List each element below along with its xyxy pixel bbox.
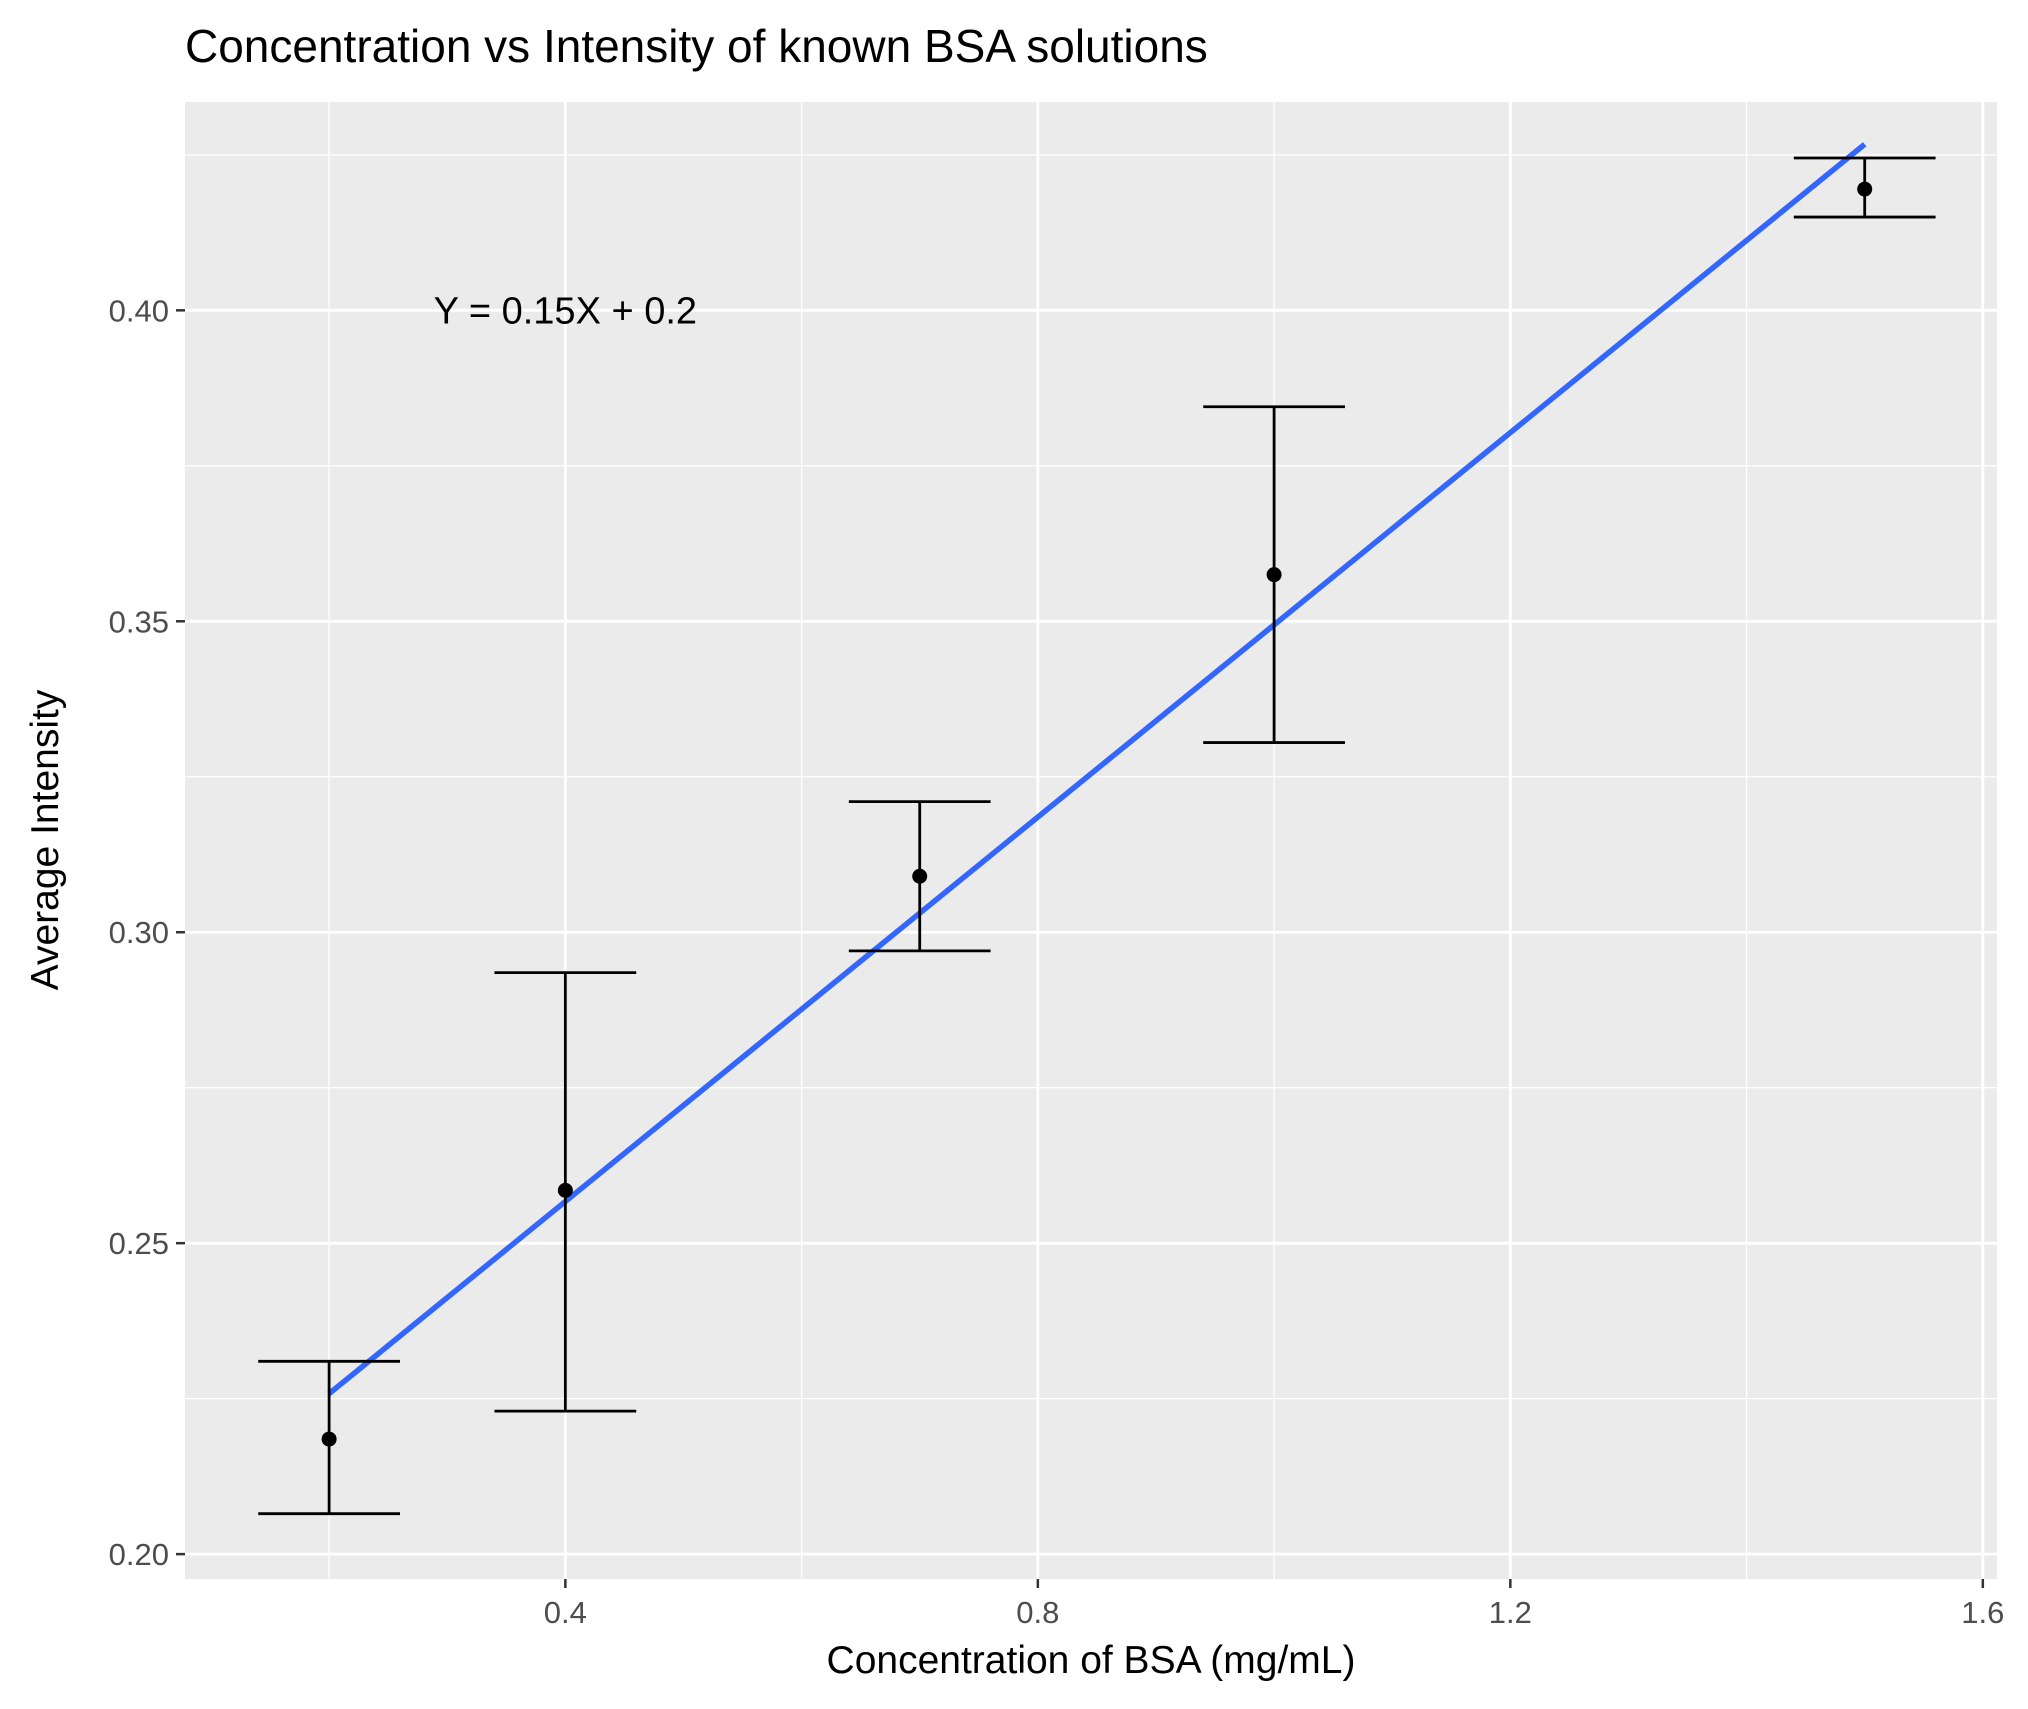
data-points xyxy=(321,181,1873,1447)
y-tick-label: 0.40 xyxy=(109,293,169,328)
x-axis-ticks: 0.4 0.8 1.2 1.6 xyxy=(544,1579,2004,1630)
fit-line-layer xyxy=(327,142,1867,1396)
x-tick-label: 1.6 xyxy=(1961,1595,2004,1630)
y-tick-label: 0.25 xyxy=(109,1226,169,1261)
data-point xyxy=(557,1182,573,1198)
y-tick-label: 0.20 xyxy=(109,1537,169,1572)
y-axis-title: Average Intensity xyxy=(24,689,67,990)
data-point xyxy=(321,1431,337,1447)
fit-equation-annotation: Y = 0.15X + 0.2 xyxy=(434,290,697,332)
plot-panel xyxy=(185,102,1997,1579)
data-point xyxy=(912,868,928,884)
x-axis-title: Concentration of BSA (mg/mL) xyxy=(827,1639,1356,1682)
x-tick-label: 1.2 xyxy=(1489,1595,1532,1630)
y-tick-label: 0.30 xyxy=(109,915,169,950)
minor-gridlines xyxy=(185,102,1997,1579)
x-tick-label: 0.8 xyxy=(1016,1595,1059,1630)
error-bars xyxy=(258,156,1936,1516)
chart-title: Concentration vs Intensity of known BSA … xyxy=(185,20,1208,72)
fit-line xyxy=(327,142,1867,1396)
y-axis-ticks: 0.20 0.25 0.30 0.35 0.40 xyxy=(109,293,185,1572)
data-point xyxy=(1857,181,1873,197)
y-tick-label: 0.35 xyxy=(109,604,169,639)
x-tick-label: 0.4 xyxy=(544,1595,587,1630)
data-point xyxy=(1266,567,1282,583)
